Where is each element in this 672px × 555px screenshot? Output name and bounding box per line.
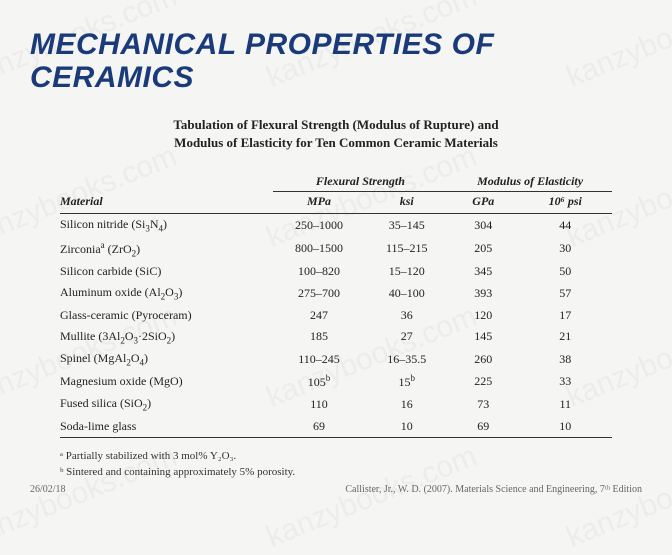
table-row: Aluminum oxide (Al2O3)275–70040–10039357: [60, 282, 612, 304]
cell-mpa: 250–1000: [273, 214, 366, 237]
title-line-1: MECHANICAL PROPERTIES OF: [30, 28, 494, 61]
cell-gpa: 69: [448, 416, 518, 438]
footnote-b: ᵇ Sintered and containing approximately …: [60, 464, 612, 481]
cell-material: Mullite (3Al2O3·2SiO2): [60, 326, 273, 348]
cell-ksi: 10: [365, 416, 448, 438]
cell-ksi: 115–215: [365, 237, 448, 261]
footnotes: ᵃ Partially stabilized with 3 mol% Y₂O₃.…: [60, 448, 612, 481]
cell-material: Zirconiaa (ZrO2): [60, 237, 273, 261]
cell-gpa: 73: [448, 393, 518, 415]
cell-mpa: 185: [273, 326, 366, 348]
cell-mpa: 100–820: [273, 261, 366, 282]
col-group-flexural: Flexural Strength: [273, 174, 448, 192]
cell-mpa: 69: [273, 416, 366, 438]
caption-line-1: Tabulation of Flexural Strength (Modulus…: [173, 117, 498, 132]
cell-mpa: 800–1500: [273, 237, 366, 261]
table-caption: Tabulation of Flexural Strength (Modulus…: [30, 116, 642, 152]
col-material: Material: [60, 192, 273, 214]
cell-psi: 38: [518, 348, 612, 370]
table-head: Flexural Strength Modulus of Elasticity …: [60, 174, 612, 214]
table-row: Silicon carbide (SiC)100–82015–12034550: [60, 261, 612, 282]
cell-ksi: 35–145: [365, 214, 448, 237]
cell-gpa: 345: [448, 261, 518, 282]
cell-ksi: 40–100: [365, 282, 448, 304]
cell-material: Silicon nitride (Si3N4): [60, 214, 273, 237]
col-gpa: GPa: [448, 192, 518, 214]
page-title: MECHANICAL PROPERTIES OF CERAMICS: [30, 28, 642, 94]
caption-line-2: Modulus of Elasticity for Ten Common Cer…: [174, 135, 498, 150]
cell-material: Silicon carbide (SiC): [60, 261, 273, 282]
cell-material: Soda-lime glass: [60, 416, 273, 438]
table-row: Glass-ceramic (Pyroceram)2473612017: [60, 305, 612, 326]
table-body: Silicon nitride (Si3N4)250–100035–145304…: [60, 214, 612, 437]
cell-gpa: 205: [448, 237, 518, 261]
cell-ksi: 36: [365, 305, 448, 326]
footnote-a: ᵃ Partially stabilized with 3 mol% Y₂O₃.: [60, 448, 612, 465]
cell-mpa: 275–700: [273, 282, 366, 304]
col-ksi: ksi: [365, 192, 448, 214]
table-row: Magnesium oxide (MgO)105b15b22533: [60, 370, 612, 393]
cell-ksi: 16: [365, 393, 448, 415]
properties-table-wrap: Flexural Strength Modulus of Elasticity …: [60, 174, 612, 437]
cell-material: Magnesium oxide (MgO): [60, 370, 273, 393]
table-col-row: Material MPa ksi GPa 10⁶ psi: [60, 192, 612, 214]
properties-table: Flexural Strength Modulus of Elasticity …: [60, 174, 612, 437]
cell-gpa: 304: [448, 214, 518, 237]
cell-ksi: 15–120: [365, 261, 448, 282]
cell-mpa: 110: [273, 393, 366, 415]
cell-psi: 30: [518, 237, 612, 261]
cell-material: Fused silica (SiO2): [60, 393, 273, 415]
cell-ksi: 15b: [365, 370, 448, 393]
cell-gpa: 393: [448, 282, 518, 304]
cell-material: Spinel (MgAl2O4): [60, 348, 273, 370]
cell-psi: 33: [518, 370, 612, 393]
cell-mpa: 247: [273, 305, 366, 326]
table-row: Fused silica (SiO2)110167311: [60, 393, 612, 415]
cell-psi: 21: [518, 326, 612, 348]
cell-ksi: 27: [365, 326, 448, 348]
cell-material: Aluminum oxide (Al2O3): [60, 282, 273, 304]
cell-mpa: 110–245: [273, 348, 366, 370]
col-mpa: MPa: [273, 192, 366, 214]
table-row: Zirconiaa (ZrO2)800–1500115–21520530: [60, 237, 612, 261]
table-group-row: Flexural Strength Modulus of Elasticity: [60, 174, 612, 192]
cell-psi: 50: [518, 261, 612, 282]
slide-content: MECHANICAL PROPERTIES OF CERAMICS Tabula…: [0, 0, 672, 491]
cell-psi: 57: [518, 282, 612, 304]
col-psi: 10⁶ psi: [518, 192, 612, 214]
cell-psi: 44: [518, 214, 612, 237]
table-row: Mullite (3Al2O3·2SiO2)1852714521: [60, 326, 612, 348]
cell-gpa: 120: [448, 305, 518, 326]
cell-gpa: 260: [448, 348, 518, 370]
col-group-modulus: Modulus of Elasticity: [448, 174, 612, 192]
cell-ksi: 16–35.5: [365, 348, 448, 370]
title-line-2: CERAMICS: [30, 61, 194, 94]
cell-gpa: 225: [448, 370, 518, 393]
table-row: Soda-lime glass69106910: [60, 416, 612, 438]
cell-psi: 17: [518, 305, 612, 326]
table-row: Silicon nitride (Si3N4)250–100035–145304…: [60, 214, 612, 237]
cell-material: Glass-ceramic (Pyroceram): [60, 305, 273, 326]
cell-psi: 11: [518, 393, 612, 415]
cell-mpa: 105b: [273, 370, 366, 393]
cell-gpa: 145: [448, 326, 518, 348]
cell-psi: 10: [518, 416, 612, 438]
table-row: Spinel (MgAl2O4)110–24516–35.526038: [60, 348, 612, 370]
